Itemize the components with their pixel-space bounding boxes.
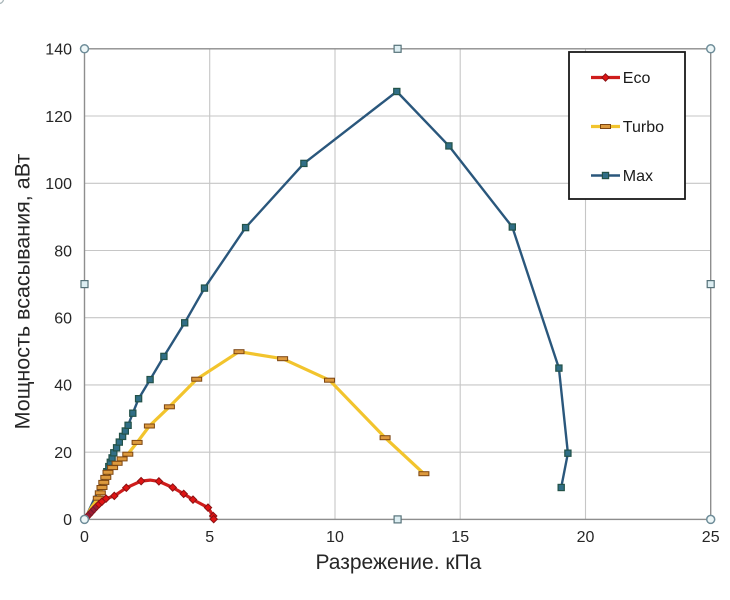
svg-text:Мощность всасывания, аВт: Мощность всасывания, аВт — [11, 154, 35, 430]
svg-text:10: 10 — [326, 529, 344, 546]
svg-text:40: 40 — [54, 378, 72, 395]
svg-text:60: 60 — [54, 311, 72, 328]
svg-text:Turbo: Turbo — [623, 119, 664, 136]
svg-text:5: 5 — [205, 529, 214, 546]
svg-text:100: 100 — [45, 176, 72, 193]
svg-text:80: 80 — [54, 243, 72, 260]
svg-text:Eco: Eco — [623, 70, 651, 87]
svg-text:25: 25 — [702, 529, 720, 546]
svg-text:140: 140 — [45, 42, 72, 59]
svg-text:Max: Max — [623, 168, 653, 185]
svg-text:Разрежение. кПа: Разрежение. кПа — [315, 551, 481, 574]
svg-text:120: 120 — [45, 109, 72, 126]
svg-text:0: 0 — [80, 529, 89, 546]
svg-text:20: 20 — [54, 445, 72, 462]
svg-text:0: 0 — [63, 512, 72, 529]
svg-text:15: 15 — [451, 529, 469, 546]
svg-text:20: 20 — [577, 529, 595, 546]
